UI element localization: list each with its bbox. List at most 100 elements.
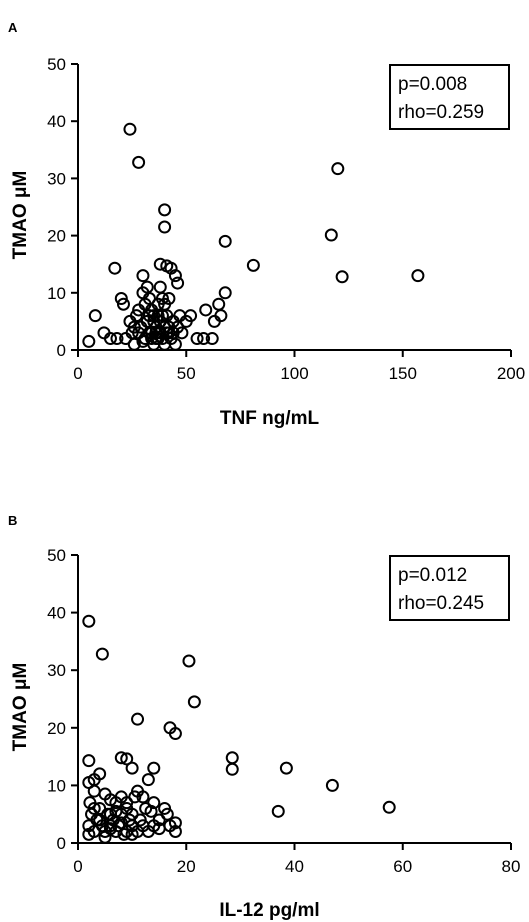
panel-label-A: A (8, 20, 18, 35)
data-point (162, 326, 176, 340)
data-point (87, 784, 101, 798)
x-axis-title: TNF ng/mL (220, 408, 320, 429)
x-tick-label: 100 (280, 364, 308, 383)
stat-p-value: p=0.008 (398, 74, 467, 95)
panel-label-B: B (8, 513, 17, 528)
data-point (108, 261, 122, 275)
y-tick-label: 10 (47, 776, 66, 795)
data-point (246, 258, 260, 272)
data-point (153, 257, 167, 271)
data-point (190, 332, 204, 346)
x-tick-label: 80 (502, 857, 521, 876)
data-point (132, 155, 146, 169)
x-tick-label: 40 (285, 857, 304, 876)
data-point (187, 695, 201, 709)
stat-rho: rho=0.245 (398, 593, 484, 614)
y-tick-label: 20 (47, 227, 66, 246)
data-point (218, 286, 232, 300)
data-point (184, 309, 198, 323)
data-point (116, 297, 130, 311)
data-point (120, 752, 134, 766)
data-point (127, 320, 141, 334)
data-point (110, 332, 124, 346)
y-tick-label: 50 (47, 546, 66, 565)
data-point (136, 790, 150, 804)
data-point (324, 228, 338, 242)
data-point (151, 309, 165, 323)
y-tick-label: 40 (47, 112, 66, 131)
data-point (225, 762, 239, 776)
data-point (82, 827, 96, 841)
data-point (197, 332, 211, 346)
data-point (144, 804, 158, 818)
data-point (82, 754, 96, 768)
data-point (103, 793, 117, 807)
data-point (279, 761, 293, 775)
data-point (125, 827, 139, 841)
data-point (168, 727, 182, 741)
x-tick-label: 50 (177, 364, 196, 383)
data-point (158, 220, 172, 234)
data-point (382, 800, 396, 814)
data-point (152, 822, 166, 836)
data-point (87, 801, 101, 815)
data-point (205, 332, 219, 346)
data-point (117, 827, 131, 841)
data-point (199, 303, 213, 317)
data-point (93, 813, 107, 827)
x-tick-label: 20 (177, 857, 196, 876)
data-point (88, 309, 102, 323)
y-tick-label: 10 (47, 284, 66, 303)
data-point (147, 796, 161, 810)
x-tick-label: 0 (73, 857, 82, 876)
y-tick-label: 0 (57, 341, 66, 360)
data-point (114, 292, 128, 306)
data-point (136, 334, 150, 348)
data-point (168, 337, 182, 351)
data-point (103, 332, 117, 346)
y-tick-label: 0 (57, 834, 66, 853)
y-tick-label: 50 (47, 55, 66, 74)
data-point (168, 824, 182, 838)
data-point (168, 816, 182, 830)
y-tick-label: 30 (47, 661, 66, 680)
data-point (147, 761, 161, 775)
data-point (182, 654, 196, 668)
data-point (138, 297, 152, 311)
y-axis-title: TMAO μM (10, 663, 31, 752)
data-point (131, 712, 145, 726)
data-point (162, 320, 176, 334)
data-point (158, 297, 172, 311)
y-tick-label: 40 (47, 604, 66, 623)
data-point (103, 822, 117, 836)
data-point (141, 773, 155, 787)
data-point (82, 614, 96, 628)
data-point (335, 270, 349, 284)
data-point (225, 751, 239, 765)
data-point (331, 162, 345, 176)
x-axis-title: IL-12 pg/ml (219, 900, 319, 921)
data-point (155, 292, 169, 306)
data-point (218, 234, 232, 248)
data-point (114, 816, 128, 830)
data-point (87, 773, 101, 787)
data-point (145, 326, 159, 340)
data-point (136, 269, 150, 283)
data-point (175, 326, 189, 340)
x-tick-label: 0 (73, 364, 82, 383)
data-point (136, 819, 150, 833)
data-point (271, 804, 285, 818)
data-point (123, 122, 137, 136)
data-point (142, 309, 156, 323)
data-point (214, 309, 228, 323)
x-tick-label: 60 (393, 857, 412, 876)
data-point (153, 280, 167, 294)
data-point (125, 761, 139, 775)
y-axis-title: TMAO μM (10, 171, 31, 260)
data-point (212, 297, 226, 311)
data-point (127, 337, 141, 351)
data-point (109, 804, 123, 818)
data-point (95, 647, 109, 661)
y-tick-label: 20 (47, 719, 66, 738)
